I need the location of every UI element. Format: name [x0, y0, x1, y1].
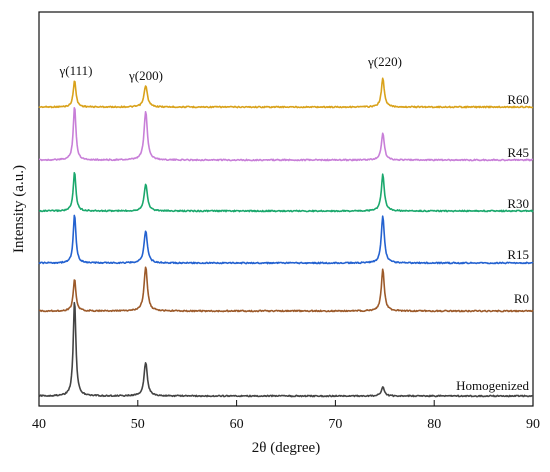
series-line-r0	[38, 266, 534, 313]
plot-frame	[38, 11, 534, 407]
series-label-r30: R30	[507, 196, 529, 211]
x-tick-label: 80	[427, 417, 441, 432]
peak-annotation: γ(200)	[128, 68, 163, 83]
series-label-r60: R60	[507, 92, 529, 107]
series-label-homogenized: Homogenized	[456, 378, 529, 393]
x-tick-label: 70	[328, 417, 342, 432]
peak-annotation: γ(111)	[59, 63, 93, 78]
series-line-homogenized	[38, 301, 534, 398]
series-label-r15: R15	[507, 247, 529, 262]
x-axis-title: 2θ (degree)	[252, 440, 320, 456]
peak-annotation: γ(220)	[367, 54, 402, 69]
series-line-r60	[38, 77, 534, 109]
series-line-r45	[38, 107, 534, 162]
series-layer	[38, 77, 534, 398]
x-tick-label: 50	[131, 417, 145, 432]
label-layer: R60 R45 R30 R15 R0 Homogenized γ(111) γ(200) γ(2…	[59, 54, 530, 393]
x-tick-label: 40	[32, 417, 46, 432]
series-line-r30	[38, 171, 534, 213]
series-line-r15	[38, 214, 534, 265]
series-label-r45: R45	[507, 145, 529, 160]
x-tick-label: 90	[526, 417, 540, 432]
series-label-r0: R0	[514, 291, 529, 306]
x-tick-label: 60	[230, 417, 244, 432]
y-axis-title: Intensity (a.u.)	[11, 165, 27, 253]
x-axis-ticks: 40 50 60 70 80 90	[32, 400, 540, 432]
